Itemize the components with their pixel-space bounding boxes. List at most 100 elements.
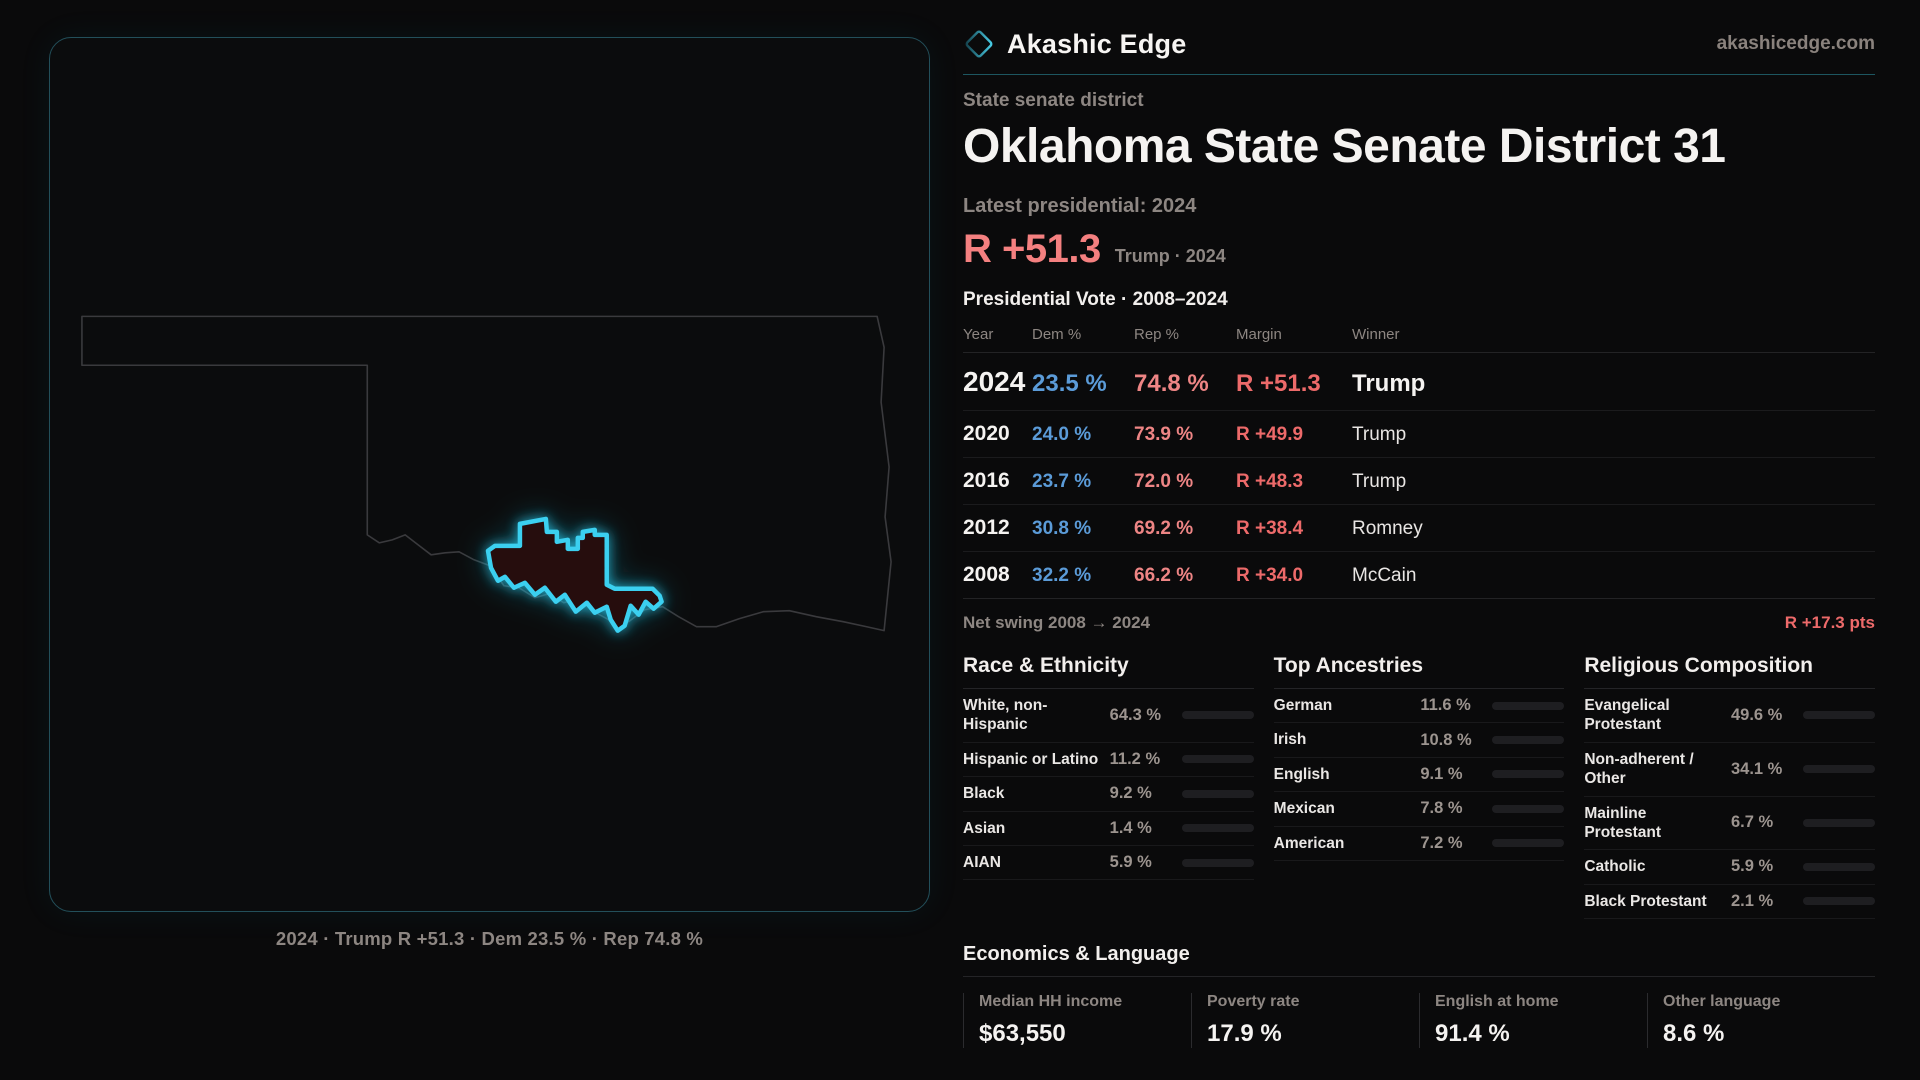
demo-bar — [1492, 770, 1565, 779]
ancestries-panel: Top Ancestries German 11.6 % Irish 10.8 … — [1273, 654, 1565, 919]
cell-winner: McCain — [1352, 565, 1417, 586]
table-row: 2012 30.8 % 69.2 % R +38.4 Romney — [963, 505, 1875, 552]
cell-year: 2016 — [963, 469, 1010, 492]
district-map-panel — [49, 37, 930, 912]
stat-value: $63,550 — [979, 1020, 1066, 1047]
demo-bar — [1181, 789, 1254, 798]
list-item: Catholic 5.9 % — [1584, 850, 1875, 885]
cell-dem: 32.2 % — [1032, 565, 1092, 586]
demo-value: 1.4 % — [1109, 818, 1152, 837]
cell-dem: 23.5 % — [1032, 370, 1107, 397]
list-item: Irish 10.8 % — [1273, 723, 1565, 758]
demo-bar — [1802, 765, 1875, 774]
demo-label: Catholic — [1584, 858, 1646, 876]
demo-label: Evangelical Protestant — [1584, 697, 1670, 734]
demo-value: 7.2 % — [1420, 833, 1463, 852]
list-item: Hispanic or Latino 11.2 % — [963, 743, 1254, 778]
headline-margin-detail: Trump · 2024 — [1114, 246, 1226, 266]
demo-label: Mainline Protestant — [1584, 804, 1661, 841]
cell-rep: 74.8 % — [1134, 370, 1209, 397]
map-section: 2024 · Trump R +51.3 · Dem 23.5 % · Rep … — [49, 37, 930, 950]
demo-bar — [1492, 804, 1565, 813]
demo-label: Non-adherent / Other — [1584, 750, 1694, 788]
col-header-year: Year — [963, 326, 994, 343]
demo-label: German — [1273, 697, 1333, 714]
demo-label: Black Protestant — [1584, 892, 1707, 910]
demo-bar — [1492, 701, 1565, 710]
stat-label: Poverty rate — [1207, 993, 1300, 1010]
list-item: Mainline Protestant 6.7 % — [1584, 797, 1875, 851]
stat-label: Other language — [1663, 993, 1781, 1010]
demo-value: 11.2 % — [1109, 749, 1161, 768]
diamond-icon — [965, 30, 993, 58]
col-header-winner: Winner — [1352, 326, 1400, 343]
economics-section: Economics & Language Median HH income $6… — [963, 943, 1875, 1048]
list-item: Non-adherent / Other 34.1 % — [1584, 743, 1875, 797]
panel-title: Top Ancestries — [1273, 654, 1565, 689]
list-item: German 11.6 % — [1273, 689, 1565, 724]
demo-bar — [1181, 824, 1254, 833]
race-ethnicity-panel: Race & Ethnicity White, non-Hispanic 64.… — [963, 654, 1254, 919]
demo-bar — [1181, 755, 1254, 764]
cell-margin: R +38.4 — [1236, 518, 1304, 539]
list-item: AIAN 5.9 % — [963, 846, 1254, 881]
cell-year: 2024 — [963, 366, 1026, 397]
list-item: English 9.1 % — [1273, 758, 1565, 793]
demo-label: Irish — [1273, 731, 1307, 749]
table-row: 2020 24.0 % 73.9 % R +49.9 Trump — [963, 411, 1875, 458]
presidential-vote-table: Year Dem % Rep % Margin Winner 2024 23.5… — [963, 318, 1875, 599]
oklahoma-map — [81, 315, 892, 633]
demo-bar — [1181, 711, 1254, 720]
brand-name: Akashic Edge — [1007, 28, 1187, 59]
cell-year: 2012 — [963, 516, 1010, 539]
demo-value: 64.3 % — [1109, 705, 1162, 724]
demo-value: 11.6 % — [1420, 696, 1471, 715]
list-item: White, non-Hispanic 64.3 % — [963, 689, 1254, 743]
net-swing-value: R +17.3 pts — [1784, 613, 1875, 632]
demo-value: 2.1 % — [1730, 891, 1774, 910]
col-header-margin: Margin — [1236, 326, 1282, 343]
demo-bar — [1492, 839, 1565, 848]
latest-label: Latest presidential: 2024 — [963, 195, 1197, 217]
vote-table-title: Presidential Vote · 2008–2024 — [963, 289, 1228, 310]
cell-dem: 23.7 % — [1032, 471, 1092, 492]
stat-median-income: Median HH income $63,550 — [963, 993, 1191, 1048]
cell-winner: Romney — [1352, 518, 1423, 539]
demo-value: 9.2 % — [1109, 784, 1152, 803]
stat-poverty-rate: Poverty rate 17.9 % — [1191, 993, 1419, 1048]
cell-rep: 66.2 % — [1134, 565, 1194, 586]
demo-value: 9.1 % — [1420, 764, 1463, 783]
demo-label: Black — [963, 785, 1005, 803]
cell-winner: Trump — [1352, 370, 1426, 397]
cell-winner: Trump — [1352, 424, 1407, 445]
economics-stats: Median HH income $63,550 Poverty rate 17… — [963, 993, 1875, 1048]
religion-panel: Religious Composition Evangelical Protes… — [1584, 654, 1875, 919]
cell-rep: 69.2 % — [1134, 518, 1194, 539]
map-caption: 2024 · Trump R +51.3 · Dem 23.5 % · Rep … — [275, 928, 704, 949]
demo-label: Mexican — [1273, 800, 1335, 818]
brand: Akashic Edge — [963, 28, 1186, 60]
cell-year: 2008 — [963, 563, 1010, 586]
page-title: Oklahoma State Senate District 31 — [963, 120, 1726, 173]
table-header-row: Year Dem % Rep % Margin Winner — [963, 318, 1875, 353]
table-row: 2008 32.2 % 66.2 % R +34.0 McCain — [963, 552, 1875, 599]
cell-dem: 24.0 % — [1032, 424, 1092, 445]
col-header-rep: Rep % — [1134, 326, 1180, 343]
cell-winner: Trump — [1352, 471, 1407, 492]
demo-bar — [1181, 858, 1254, 867]
stat-label: English at home — [1435, 993, 1559, 1010]
list-item: Asian 1.4 % — [963, 812, 1254, 846]
brand-domain-link[interactable]: akashicedge.com — [1716, 33, 1875, 54]
stat-other-language: Other language 8.6 % — [1647, 993, 1875, 1048]
stat-value: 17.9 % — [1207, 1020, 1282, 1047]
economics-title: Economics & Language — [963, 943, 1875, 977]
stat-value: 8.6 % — [1663, 1020, 1725, 1047]
net-swing-label: Net swing 2008 → 2024 — [963, 613, 1151, 632]
table-row: 2024 23.5 % 74.8 % R +51.3 Trump — [963, 353, 1875, 411]
headline-margin-value: R +51.3 — [963, 227, 1101, 271]
cell-dem: 30.8 % — [1032, 518, 1092, 539]
district-31-shape[interactable] — [485, 516, 664, 633]
cell-margin: R +48.3 — [1236, 471, 1304, 492]
cell-year: 2020 — [963, 422, 1010, 445]
kicker: State senate district — [963, 90, 1144, 111]
